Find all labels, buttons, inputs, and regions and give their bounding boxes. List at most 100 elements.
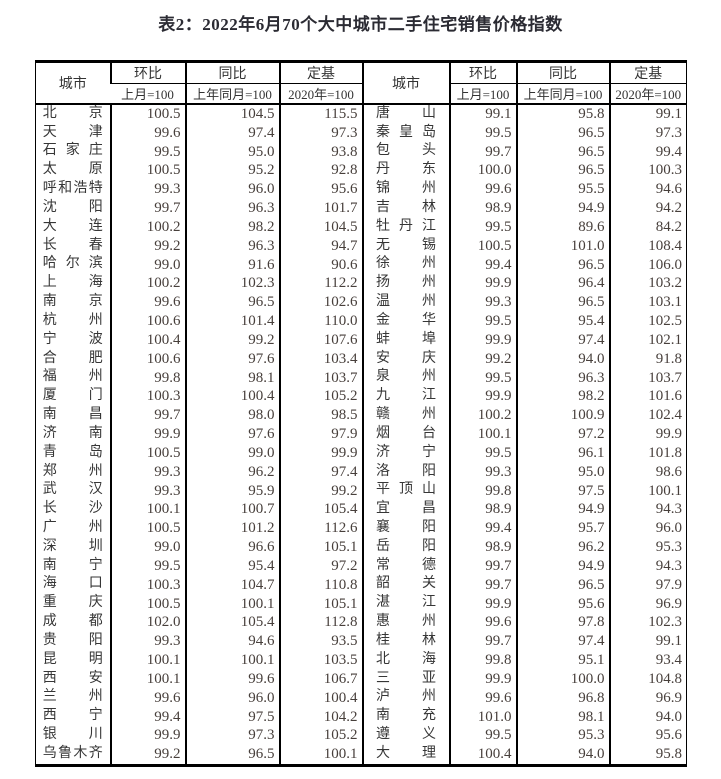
city-name: 宜昌 [376,501,436,517]
base-value: 110.8 [278,575,363,595]
yoy-base-note: 上年同月=100 [184,83,280,104]
yoy-value: 96.4 [515,274,610,294]
yoy-value: 99.2 [184,330,280,350]
mom-value: 100.1 [448,425,517,444]
yoy-value: 98.2 [184,217,280,237]
yoy-value: 96.2 [184,462,280,482]
table-row: 银川 99.9 97.3 105.2 遵义 99.5 95.3 95.6 [36,726,687,746]
city-cell: 贵阳 [36,632,111,651]
base-value: 108.4 [608,236,687,256]
base-value: 97.9 [608,575,687,595]
city-cell: 广州 [36,519,111,538]
mom-value: 99.8 [448,651,517,670]
city-cell: 宁波 [36,331,111,350]
mom-value: 99.3 [109,481,186,501]
yoy-value: 95.7 [515,519,610,539]
city-cell: 湛江 [361,594,450,614]
yoy-value: 98.1 [515,707,610,727]
city-cell: 合肥 [36,350,111,369]
yoy-value: 96.0 [184,180,280,200]
table-row: 昆明 100.1 100.1 103.5 北海 99.8 95.1 93.4 [36,651,687,670]
table-row: 合肥 100.6 97.6 103.4 安庆 99.2 94.0 91.8 [36,349,687,369]
table-row: 福州 99.8 98.1 103.7 泉州 99.5 96.3 103.7 [36,368,687,388]
city-cell: 哈尔滨 [36,256,111,275]
base-value: 115.5 [278,104,363,124]
base-column-header: 定基 [278,61,363,84]
city-cell: 九江 [361,387,450,407]
yoy-value: 94.0 [515,745,610,766]
mom-value: 100.3 [109,575,186,595]
city-name: 洛阳 [376,463,436,479]
mom-value: 99.6 [109,688,186,708]
yoy-value: 96.5 [515,293,610,313]
city-cell: 泸州 [361,688,450,708]
yoy-value: 97.8 [515,613,610,633]
mom-value: 99.7 [448,575,517,595]
mom-value: 99.2 [109,236,186,256]
table-title: 表2：2022年6月70个大中城市二手住宅销售价格指数 [158,15,563,34]
base-value: 91.8 [608,349,687,369]
base-value: 104.5 [278,217,363,237]
city-name: 蚌埠 [376,331,436,347]
city-name: 徐州 [376,256,436,272]
city-name: 上海 [42,275,103,291]
city-cell: 西宁 [36,708,111,727]
mom-value: 100.5 [109,519,186,539]
base-value: 100.1 [608,481,687,501]
base-value: 93.8 [278,142,363,162]
mom-column-header: 环比 [448,61,517,84]
city-cell: 海口 [36,576,111,595]
city-cell: 郑州 [36,463,111,482]
city-name: 大连 [42,218,103,234]
base-value: 103.7 [608,368,687,388]
city-name: 秦皇岛 [376,124,436,140]
city-cell: 岳阳 [361,538,450,557]
mom-value: 100.2 [448,406,517,426]
city-cell: 厦门 [36,387,111,406]
table-row: 北京 100.5 104.5 115.5 唐山 99.1 95.8 99.1 [36,104,687,124]
mom-value: 102.0 [109,613,186,633]
base-value: 102.6 [278,293,363,313]
mom-value: 99.7 [448,632,517,652]
mom-value: 100.4 [448,745,517,766]
base-value: 101.6 [608,387,687,407]
city-cell: 襄阳 [361,519,450,539]
yoy-value: 100.9 [515,406,610,426]
city-cell: 唐山 [361,104,450,124]
base-value: 99.2 [278,481,363,501]
city-cell: 赣州 [361,406,450,426]
yoy-value: 101.2 [184,519,280,539]
mom-value: 99.3 [448,293,517,313]
base-value: 84.2 [608,217,687,237]
base-value: 95.6 [608,726,687,746]
table-row: 杭州 100.6 101.4 110.0 金华 99.5 95.4 102.5 [36,312,687,331]
city-name: 无锡 [376,237,436,253]
city-name: 湛江 [376,595,436,611]
city-cell: 桂林 [361,632,450,652]
mom-value: 99.6 [448,688,517,708]
yoy-value: 100.4 [184,387,280,407]
base-value: 106.7 [278,669,363,689]
yoy-value: 96.5 [515,255,610,275]
base-value: 112.6 [278,519,363,539]
base-value: 95.3 [608,538,687,557]
city-name: 福州 [42,369,103,385]
city-name: 韶关 [376,576,436,592]
mom-value: 100.3 [109,387,186,407]
table-row: 重庆 100.5 100.1 105.1 湛江 99.9 95.6 96.9 [36,594,687,614]
table-row: 青岛 100.5 99.0 99.9 济宁 99.5 96.1 101.8 [36,443,687,463]
city-name: 重庆 [42,595,103,611]
base-value: 93.5 [278,632,363,652]
base-value: 97.2 [278,556,363,576]
city-name: 南昌 [42,407,103,423]
mom-value: 99.9 [448,330,517,350]
table-row: 沈阳 99.7 96.3 101.7 吉林 98.9 94.9 94.2 [36,199,687,218]
city-cell: 成都 [36,613,111,632]
city-cell: 包头 [361,142,450,162]
mom-value: 100.1 [109,669,186,689]
yoy-value: 97.2 [515,425,610,444]
base-value: 104.2 [278,707,363,727]
yoy-value: 94.9 [515,500,610,520]
base-value: 99.9 [608,425,687,444]
mom-value: 100.1 [109,500,186,520]
